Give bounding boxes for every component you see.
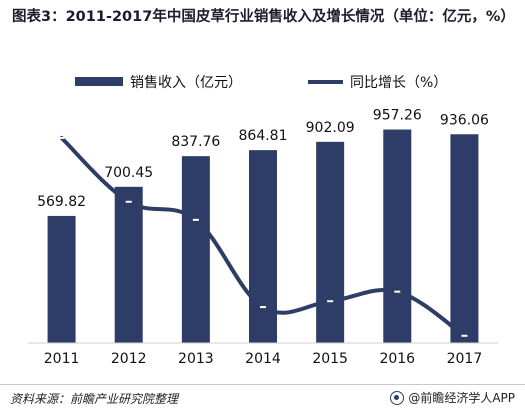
x-tick-2012: 2012 bbox=[111, 351, 147, 367]
bar-2013 bbox=[181, 156, 210, 343]
data-label-2016: 957.26 bbox=[373, 108, 422, 124]
bar-2011 bbox=[47, 215, 76, 343]
x-tick-2014: 2014 bbox=[245, 351, 281, 367]
x-tick-2013: 2013 bbox=[178, 351, 214, 367]
bar-2015 bbox=[316, 141, 345, 343]
brand-text: @前瞻经济学人APP bbox=[408, 391, 515, 405]
brand: @前瞻经济学人APP bbox=[390, 389, 515, 406]
footer: 资料来源：前瞻产业研究院整理 @前瞻经济学人APP bbox=[0, 378, 525, 419]
data-label-2011: 569.82 bbox=[37, 194, 86, 210]
legend-bar-label: 销售收入（亿元） bbox=[130, 75, 242, 91]
source-note: 资料来源：前瞻产业研究院整理 bbox=[10, 392, 179, 406]
data-labels: 569.82 700.45 837.76 864.81 902.09 957.26 936.… bbox=[37, 108, 489, 210]
footer-divider bbox=[0, 384, 525, 385]
chart-title: 图表3：2011-2017年中国皮草行业销售收入及增长情况（单位：亿元，%） bbox=[12, 9, 515, 25]
bar-2012 bbox=[114, 186, 143, 343]
bars bbox=[47, 129, 479, 343]
data-label-2015: 902.09 bbox=[306, 120, 355, 136]
x-axis-ticks: 2011 2012 2013 2014 2015 2016 2017 bbox=[44, 351, 482, 367]
x-tick-2011: 2011 bbox=[44, 351, 80, 367]
bar-2016 bbox=[383, 129, 412, 343]
legend-line-label: 同比增长（%） bbox=[350, 75, 447, 91]
bar-2017 bbox=[450, 134, 479, 343]
bar-2014 bbox=[249, 150, 277, 343]
x-tick-2015: 2015 bbox=[312, 351, 348, 367]
data-label-2017: 936.06 bbox=[440, 112, 489, 128]
legend: 销售收入（亿元） 同比增长（%） bbox=[75, 75, 447, 91]
growth-markers bbox=[58, 136, 468, 337]
data-label-2014: 864.81 bbox=[239, 128, 288, 144]
data-label-2013: 837.76 bbox=[171, 134, 220, 150]
legend-bar-swatch bbox=[75, 77, 123, 86]
x-tick-2017: 2017 bbox=[447, 351, 483, 367]
brand-logo-icon bbox=[390, 390, 405, 405]
x-tick-2016: 2016 bbox=[379, 351, 415, 367]
data-label-2012: 700.45 bbox=[104, 165, 153, 181]
